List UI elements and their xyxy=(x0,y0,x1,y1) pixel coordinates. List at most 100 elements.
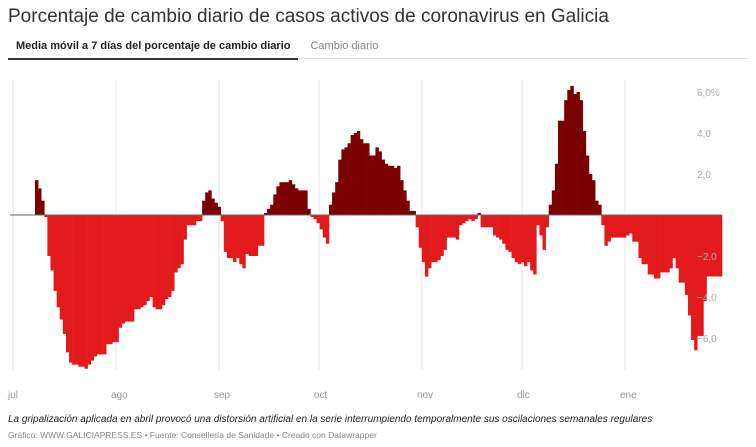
bar-negative xyxy=(684,215,689,295)
bar-negative xyxy=(124,215,129,322)
bar-positive xyxy=(409,210,413,215)
bar-negative xyxy=(681,215,686,283)
bar-negative xyxy=(143,215,147,306)
bar-negative xyxy=(310,215,314,218)
bar-negative xyxy=(493,215,497,236)
x-tick-label: ago xyxy=(111,390,128,401)
bar-positive xyxy=(301,190,305,215)
bar-negative xyxy=(455,215,460,240)
bar-negative xyxy=(229,215,234,259)
bar-negative xyxy=(626,215,630,236)
bar-positive xyxy=(573,94,577,215)
bar-negative xyxy=(103,215,107,355)
bar-positive xyxy=(217,206,221,215)
bar-negative xyxy=(62,215,67,334)
bar-negative xyxy=(653,215,658,279)
bar-positive xyxy=(366,143,370,215)
bar-negative xyxy=(220,215,225,222)
y-tick-label: −4,0 xyxy=(697,293,717,304)
bar-negative xyxy=(471,215,475,222)
bar-negative xyxy=(199,215,203,222)
bar-positive xyxy=(554,163,559,215)
bar-negative xyxy=(660,215,664,273)
bar-negative xyxy=(706,215,710,277)
bar-negative xyxy=(536,215,540,226)
bar-positive xyxy=(567,89,571,215)
bar-negative xyxy=(109,215,113,345)
bar-negative xyxy=(700,215,704,336)
bar-negative xyxy=(505,215,509,250)
x-tick-label: dic xyxy=(517,390,530,401)
bar-negative xyxy=(663,215,667,273)
bar-negative xyxy=(183,215,187,240)
tab-daily-change[interactable]: Cambio diario xyxy=(310,40,379,52)
bar-negative xyxy=(533,215,537,275)
bar-negative xyxy=(87,215,91,365)
bar-positive xyxy=(477,212,481,215)
bar-negative xyxy=(452,215,457,238)
bar-positive xyxy=(390,165,395,215)
bar-negative xyxy=(146,215,150,302)
bar-positive xyxy=(294,188,299,215)
bar-negative xyxy=(539,215,543,236)
chart-credit: Gráfico: WWW.GALICIAPRESS.ES • Fuente: C… xyxy=(8,430,377,440)
bar-negative xyxy=(613,215,618,238)
bar-negative xyxy=(242,215,246,269)
bar-negative xyxy=(697,215,701,336)
bar-positive xyxy=(214,202,218,215)
bar-positive xyxy=(397,165,401,215)
bar-positive xyxy=(267,208,271,215)
bar-negative xyxy=(50,215,54,271)
bar-positive xyxy=(279,182,283,215)
bar-negative xyxy=(415,215,420,228)
bar-positive xyxy=(570,85,574,215)
bar-negative xyxy=(164,215,169,300)
bar-negative xyxy=(236,215,240,259)
bar-negative xyxy=(75,215,79,365)
bar-positive xyxy=(548,204,553,215)
bar-negative xyxy=(424,215,429,277)
bar-positive xyxy=(576,92,580,215)
bar-positive xyxy=(35,180,39,215)
bar-negative xyxy=(622,215,627,238)
bar-positive xyxy=(270,204,274,215)
bar-negative xyxy=(81,215,85,367)
bar-negative xyxy=(90,215,95,361)
bar-negative xyxy=(155,215,160,310)
bar-negative xyxy=(177,215,181,269)
bar-negative xyxy=(137,215,141,310)
bar-positive xyxy=(298,190,302,215)
chart-tabs: Media móvil a 7 días del porcentaje de c… xyxy=(8,36,748,60)
bar-positive xyxy=(273,194,277,215)
bar-positive xyxy=(288,180,293,215)
bar-negative xyxy=(635,215,639,242)
bar-positive xyxy=(387,165,392,215)
bar-positive xyxy=(335,182,339,215)
bar-negative xyxy=(248,215,252,256)
bar-negative xyxy=(93,215,98,357)
bar-negative xyxy=(112,215,116,343)
bar-positive xyxy=(344,147,348,215)
bar-positive xyxy=(378,151,382,215)
bar-negative xyxy=(715,215,720,277)
bar-negative xyxy=(508,215,512,252)
bar-negative xyxy=(189,215,194,226)
bar-negative xyxy=(619,215,624,238)
bar-negative xyxy=(78,215,82,367)
bar-negative xyxy=(418,215,423,248)
bar-negative xyxy=(226,215,231,259)
bar-positive xyxy=(551,190,556,215)
bar-negative xyxy=(616,215,621,238)
bar-negative xyxy=(483,215,488,228)
bar-positive xyxy=(338,159,342,215)
bar-negative xyxy=(691,215,695,341)
bar-negative xyxy=(56,215,61,308)
bar-positive xyxy=(304,190,308,215)
bar-negative xyxy=(421,215,426,263)
bar-negative xyxy=(158,215,163,310)
bar-positive xyxy=(356,130,361,215)
tab-moving-average[interactable]: Media móvil a 7 días del porcentaje de c… xyxy=(8,36,299,60)
bar-negative xyxy=(449,215,454,238)
bar-negative xyxy=(59,215,64,320)
bar-negative xyxy=(678,215,683,283)
